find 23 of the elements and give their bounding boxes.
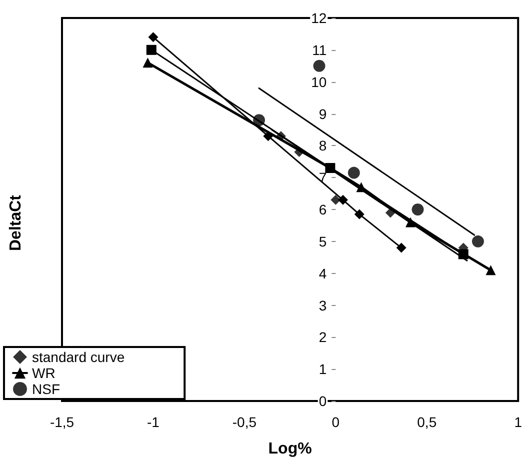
y-tick-label: 6 <box>318 202 327 218</box>
y-tick-label: 12 <box>311 10 327 26</box>
y-tick-label: 9 <box>318 106 327 122</box>
x-tick-label: -1,5 <box>50 414 74 430</box>
y-tick-label: 5 <box>318 233 327 250</box>
x-axis-title: Log% <box>268 440 312 458</box>
y-tick-label: 1 <box>318 361 327 378</box>
x-tick-label: -1 <box>146 414 160 430</box>
y-tick-label: 3 <box>318 297 327 314</box>
x-tick-label: 0,5 <box>417 414 437 430</box>
y-axis-title: DeltaCt <box>8 194 24 252</box>
y-tick-label: 2 <box>318 329 327 346</box>
y-tick-label: 10 <box>311 74 327 90</box>
x-tick-label: 1 <box>514 414 522 430</box>
y-tick-label: 8 <box>318 138 327 154</box>
y-tick-label: 11 <box>312 42 327 58</box>
y-tick-label: 4 <box>318 265 327 282</box>
legend-label: WR <box>32 365 56 381</box>
legend-label: standard curve <box>32 349 125 365</box>
x-tick-label: 0 <box>332 414 340 430</box>
y-tick-label: 0 <box>318 393 327 409</box>
legend-label: NSF <box>32 381 60 397</box>
x-tick-label: -0,5 <box>232 414 257 430</box>
